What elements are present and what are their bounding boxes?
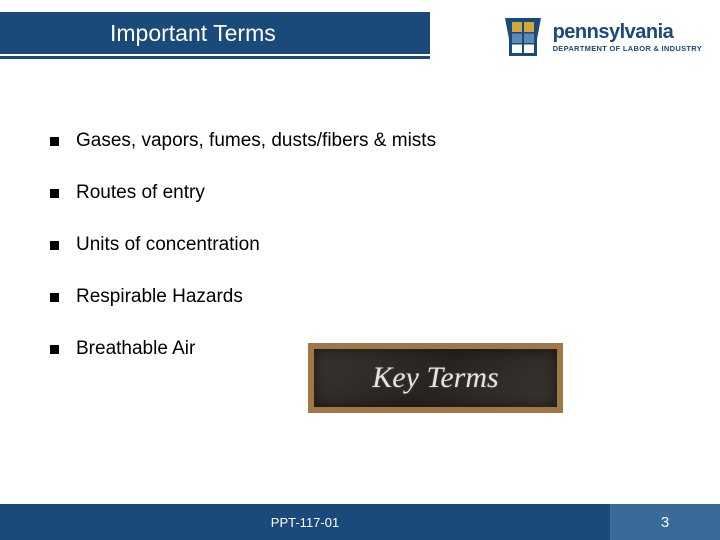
bullet-text: Routes of entry [76, 182, 205, 204]
bullet-text: Respirable Hazards [76, 286, 243, 308]
key-terms-image: Key Terms [308, 343, 563, 413]
bullet-item: Routes of entry [50, 182, 670, 204]
footer-right: 3 [610, 504, 720, 540]
bullet-text: Units of concentration [76, 234, 260, 256]
title-underline [0, 56, 430, 59]
key-terms-text: Key Terms [372, 361, 498, 395]
page-title: Important Terms [110, 20, 276, 47]
logo-sub-text: DEPARTMENT OF LABOR & INDUSTRY [553, 44, 702, 53]
bullet-item: Gases, vapors, fumes, dusts/fibers & mis… [50, 130, 670, 152]
bullet-marker [50, 293, 59, 302]
footer-left: PPT-117-01 [0, 504, 610, 540]
bullet-marker [50, 345, 59, 354]
footer-doc-id: PPT-117-01 [271, 515, 339, 530]
bullet-item: Respirable Hazards [50, 286, 670, 308]
footer-page-number: 3 [661, 514, 669, 531]
logo-text: pennsylvania DEPARTMENT OF LABOR & INDUS… [553, 21, 702, 53]
bullet-item: Units of concentration [50, 234, 670, 256]
logo-area: pennsylvania DEPARTMENT OF LABOR & INDUS… [501, 14, 702, 60]
bullet-marker [50, 137, 59, 146]
bullet-marker [50, 189, 59, 198]
footer: PPT-117-01 3 [0, 504, 720, 540]
title-bar: Important Terms [0, 12, 430, 54]
logo-main-text: pennsylvania [553, 21, 702, 44]
bullet-marker [50, 241, 59, 250]
bullet-text: Gases, vapors, fumes, dusts/fibers & mis… [76, 130, 436, 152]
bullet-text: Breathable Air [76, 338, 195, 360]
header: Important Terms pennsylvania DEPARTMENT … [0, 0, 720, 70]
keystone-icon [501, 14, 545, 60]
